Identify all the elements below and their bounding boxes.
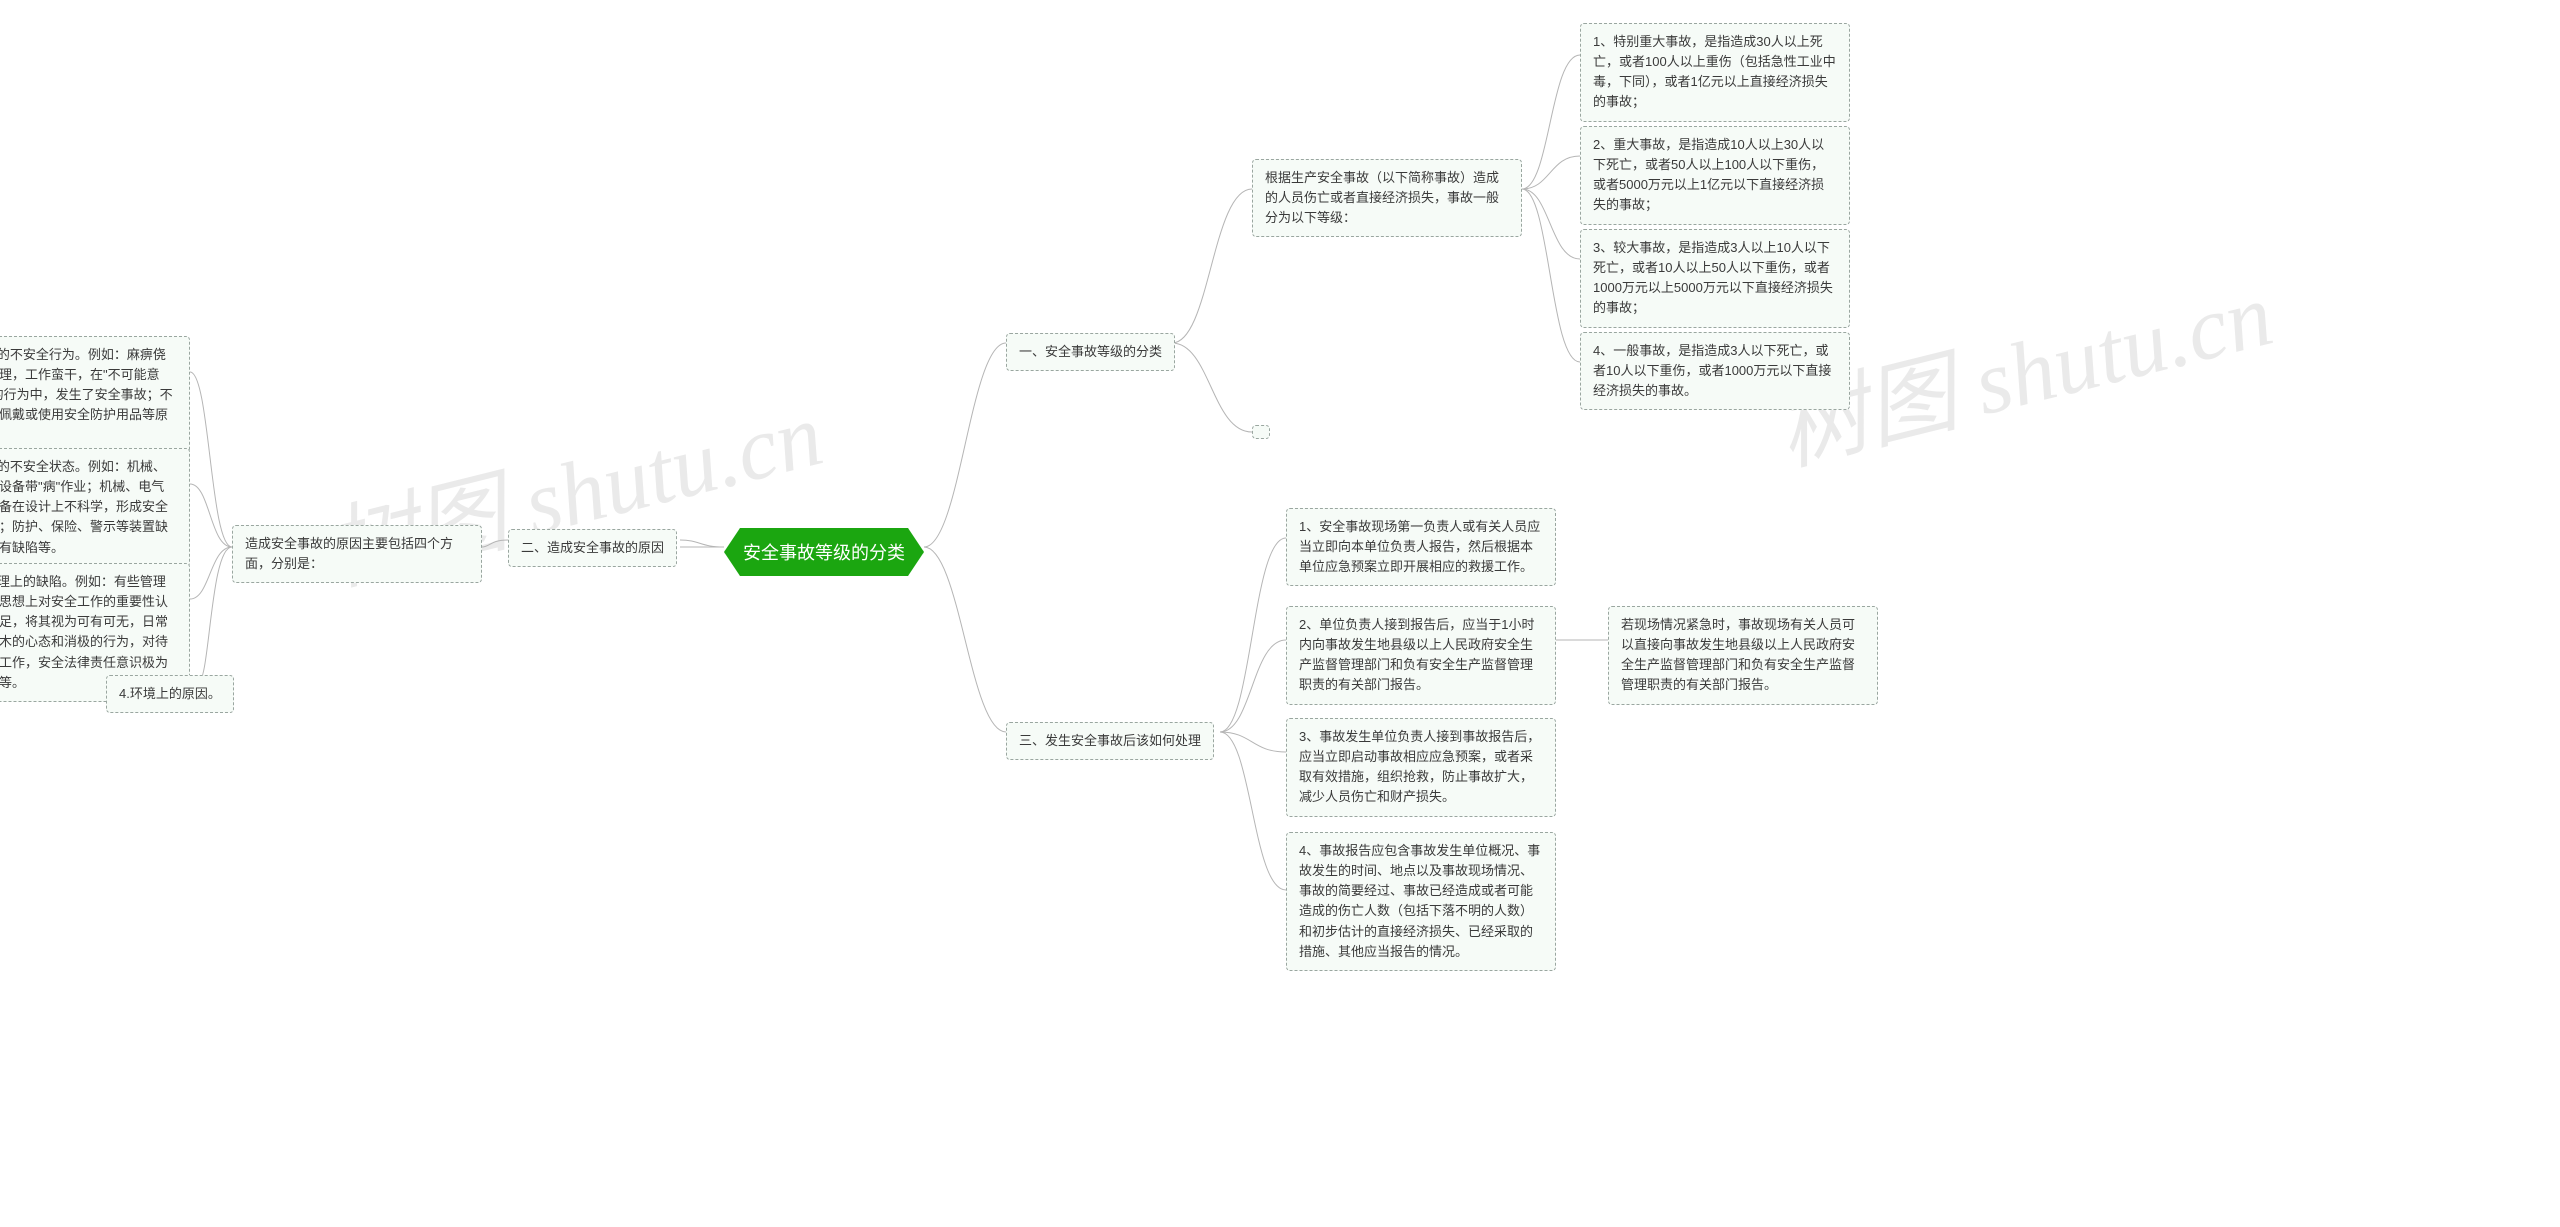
branch-1-child: 根据生产安全事故（以下简称事故）造成的人员伤亡或者直接经济损失，事故一般分为以下… — [1252, 159, 1522, 237]
branch-2-child: 造成安全事故的原因主要包括四个方面，分别是： — [232, 525, 482, 583]
branch-1-empty — [1252, 425, 1270, 439]
root-node: 安全事故等级的分类 — [724, 528, 924, 576]
branch-2-leaf-2: 2.物的不安全状态。例如：机械、电气设备带"病"作业；机械、电气等设备在设计上不… — [0, 448, 190, 567]
branch-1-leaf-2: 2、重大事故，是指造成10人以上30人以下死亡，或者50人以上100人以下重伤，… — [1580, 126, 1850, 225]
branch-2-leaf-1: 1.人的不安全行为。例如：麻痹侥幸心理，工作蛮干，在"不可能意识"的行为中，发生… — [0, 336, 190, 455]
branch-3-leaf-3: 3、事故发生单位负责人接到事故报告后，应当立即启动事故相应应急预案，或者采取有效… — [1286, 718, 1556, 817]
branch-2: 二、造成安全事故的原因 — [508, 529, 677, 567]
branch-2-leaf-4: 4.环境上的原因。 — [106, 675, 234, 713]
branch-1-leaf-3: 3、较大事故，是指造成3人以上10人以下死亡，或者10人以上50人以下重伤，或者… — [1580, 229, 1850, 328]
branch-1-leaf-1: 1、特别重大事故，是指造成30人以上死亡，或者100人以上重伤（包括急性工业中毒… — [1580, 23, 1850, 122]
branch-3-side-leaf: 若现场情况紧急时，事故现场有关人员可以直接向事故发生地县级以上人民政府安全生产监… — [1608, 606, 1878, 705]
branch-3-leaf-1: 1、安全事故现场第一负责人或有关人员应当立即向本单位负责人报告，然后根据本单位应… — [1286, 508, 1556, 586]
branch-3: 三、发生安全事故后该如何处理 — [1006, 722, 1214, 760]
branch-3-leaf-2: 2、单位负责人接到报告后，应当于1小时内向事故发生地县级以上人民政府安全生产监督… — [1286, 606, 1556, 705]
branch-1: 一、安全事故等级的分类 — [1006, 333, 1175, 371]
branch-3-leaf-4: 4、事故报告应包含事故发生单位概况、事故发生的时间、地点以及事故现场情况、事故的… — [1286, 832, 1556, 971]
branch-1-leaf-4: 4、一般事故，是指造成3人以下死亡，或者10人以下重伤，或者1000万元以下直接… — [1580, 332, 1850, 410]
